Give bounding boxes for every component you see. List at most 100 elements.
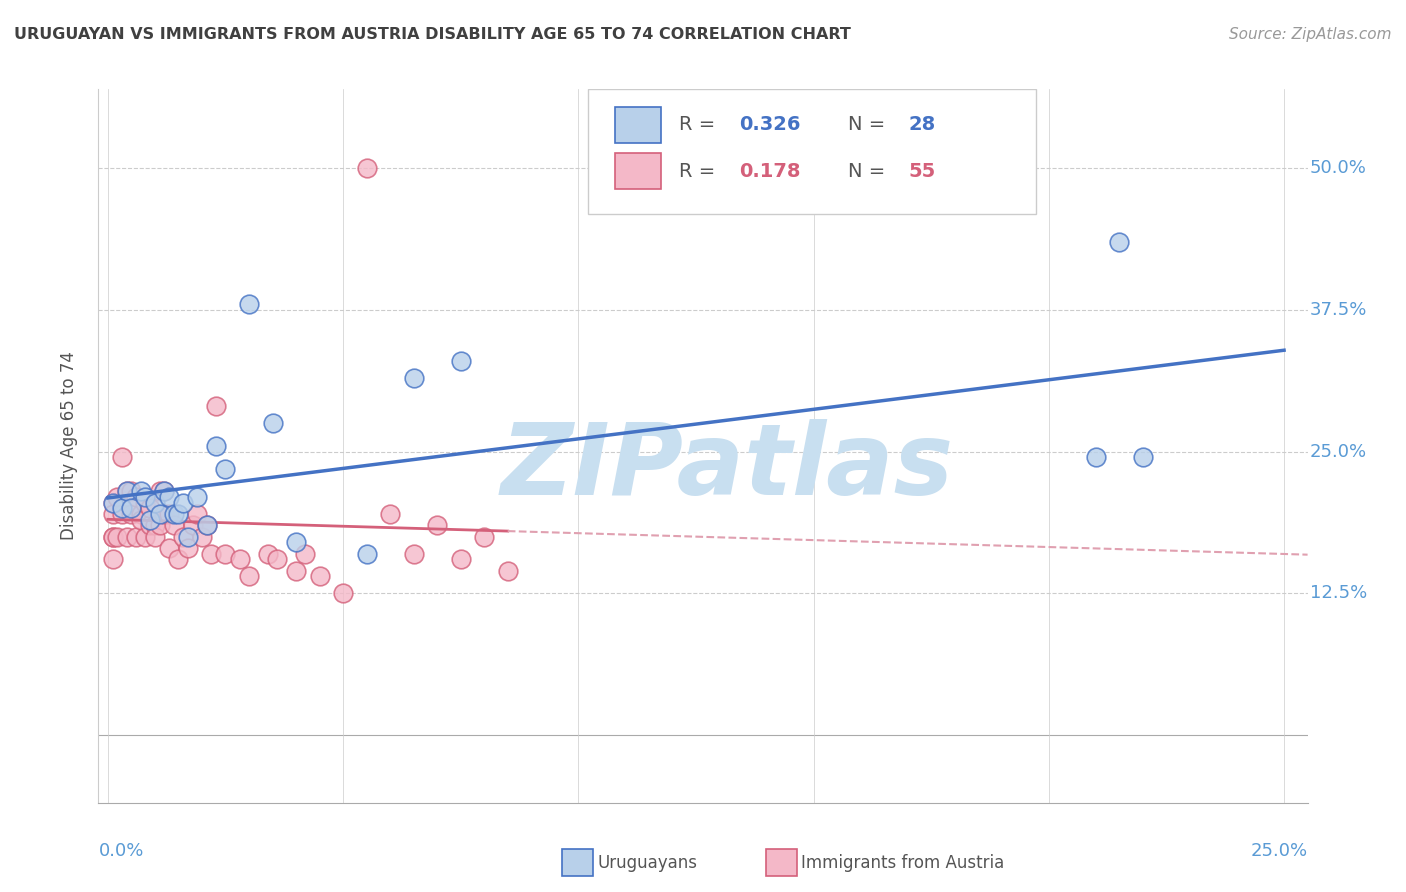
Point (356, 547, 378, 561)
Point (378, 507, 401, 521)
Point (115, 484, 138, 499)
Text: 50.0%: 50.0% (1310, 160, 1367, 178)
Point (149, 484, 172, 499)
Point (134, 495, 156, 509)
Point (101, 530, 124, 544)
Point (426, 518, 449, 533)
Point (105, 530, 128, 544)
Point (256, 547, 278, 561)
Point (105, 490, 128, 504)
Point (111, 507, 134, 521)
FancyBboxPatch shape (614, 107, 661, 143)
Point (143, 518, 166, 533)
Point (214, 547, 236, 561)
Text: Source: ZipAtlas.com: Source: ZipAtlas.com (1229, 27, 1392, 42)
Point (129, 484, 152, 499)
Point (111, 450, 134, 465)
Text: URUGUAYAN VS IMMIGRANTS FROM AUSTRIA DISABILITY AGE 65 TO 74 CORRELATION CHART: URUGUAYAN VS IMMIGRANTS FROM AUSTRIA DIS… (14, 27, 851, 42)
Point (167, 552, 190, 566)
Text: N =: N = (848, 161, 891, 181)
Point (186, 507, 208, 521)
Text: 25.0%: 25.0% (1250, 842, 1308, 860)
Point (450, 552, 472, 566)
Point (157, 490, 180, 504)
Point (228, 552, 250, 566)
Text: ZIPatlas: ZIPatlas (501, 419, 953, 516)
Point (195, 518, 218, 533)
Point (285, 535, 308, 549)
Point (129, 507, 152, 521)
Point (238, 297, 260, 311)
Point (153, 484, 176, 499)
Point (157, 541, 180, 555)
Point (157, 507, 180, 521)
Point (177, 530, 200, 544)
Point (450, 354, 472, 368)
Point (139, 518, 162, 533)
Point (1132, 450, 1154, 465)
Point (167, 507, 190, 521)
Point (177, 541, 200, 555)
Point (139, 513, 162, 527)
Text: 12.5%: 12.5% (1310, 584, 1367, 602)
Point (191, 530, 214, 544)
Text: 28: 28 (908, 115, 936, 135)
Point (262, 417, 284, 431)
Point (186, 490, 208, 504)
Point (308, 569, 330, 583)
Point (134, 490, 156, 504)
Point (101, 495, 124, 509)
Point (181, 518, 204, 533)
Point (402, 547, 425, 561)
Point (214, 461, 236, 475)
Text: 55: 55 (908, 161, 936, 181)
Text: 0.0%: 0.0% (98, 842, 143, 860)
Point (143, 530, 166, 544)
Point (125, 490, 148, 504)
Point (149, 518, 172, 533)
Point (111, 501, 134, 516)
Point (496, 564, 519, 578)
Point (115, 484, 138, 499)
Point (285, 564, 308, 578)
Point (101, 552, 124, 566)
Point (1084, 450, 1107, 465)
Point (129, 513, 152, 527)
Text: Immigrants from Austria: Immigrants from Austria (801, 854, 1005, 871)
Text: 25.0%: 25.0% (1310, 442, 1367, 460)
Point (125, 530, 148, 544)
Point (332, 586, 354, 600)
Point (120, 501, 142, 516)
Point (205, 400, 228, 414)
Point (120, 507, 142, 521)
Text: 37.5%: 37.5% (1310, 301, 1368, 319)
Point (172, 530, 194, 544)
Point (472, 530, 495, 544)
Point (294, 547, 316, 561)
FancyBboxPatch shape (614, 153, 661, 189)
Text: Uruguayans: Uruguayans (598, 854, 697, 871)
Point (356, 161, 378, 176)
FancyBboxPatch shape (588, 89, 1035, 214)
Text: 0.326: 0.326 (740, 115, 801, 135)
Point (1108, 235, 1130, 249)
Point (101, 530, 124, 544)
Text: N =: N = (848, 115, 891, 135)
Point (238, 569, 260, 583)
Point (172, 495, 194, 509)
Point (153, 484, 176, 499)
Point (163, 518, 186, 533)
Text: 0.178: 0.178 (740, 161, 801, 181)
Point (120, 484, 142, 499)
Point (115, 530, 138, 544)
Point (163, 507, 186, 521)
Point (200, 547, 222, 561)
Text: R =: R = (679, 115, 721, 135)
Point (134, 530, 156, 544)
Point (195, 518, 218, 533)
Point (402, 371, 425, 385)
Point (153, 507, 176, 521)
Y-axis label: Disability Age 65 to 74: Disability Age 65 to 74 (59, 351, 77, 541)
Point (205, 439, 228, 453)
Point (266, 552, 288, 566)
